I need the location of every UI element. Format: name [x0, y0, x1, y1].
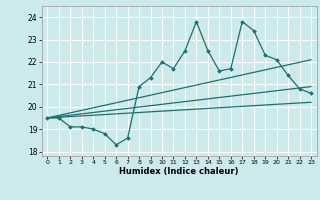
- X-axis label: Humidex (Indice chaleur): Humidex (Indice chaleur): [119, 167, 239, 176]
